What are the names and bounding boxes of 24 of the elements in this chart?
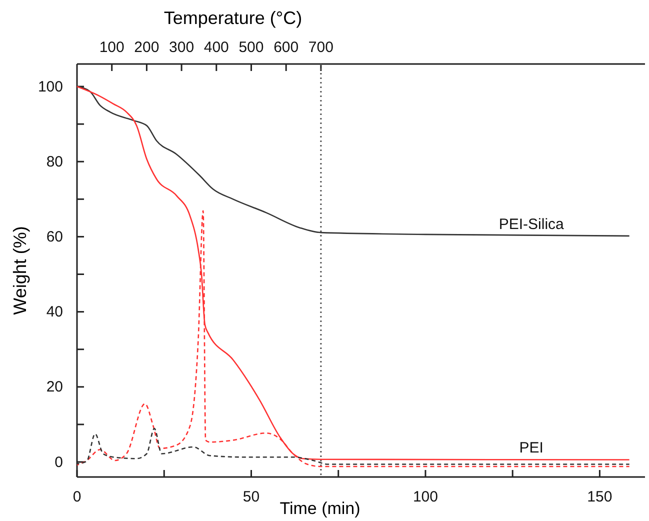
y-tick-label: 80	[46, 153, 63, 170]
x2-tick-label: 300	[169, 39, 194, 56]
x-tick-label: 100	[412, 488, 438, 506]
x-tick-label: 0	[72, 488, 82, 506]
x2-axis-title: Temperature (°C)	[164, 8, 302, 28]
x2-tick-label: 600	[274, 39, 299, 56]
y-tick-label: 40	[46, 304, 63, 321]
y-tick-label: 60	[46, 228, 63, 246]
x-axis-title: Time (min)	[280, 499, 360, 518]
x2-tick-label: 400	[204, 39, 229, 56]
y-tick-label: 0	[54, 454, 63, 471]
line-series	[76, 86, 630, 237]
x2-tick-label: 500	[238, 39, 264, 56]
x2-tick-label: 100	[99, 39, 124, 56]
y-tick-label: 20	[46, 378, 63, 396]
line-series	[76, 428, 630, 465]
x2-tick-label: 700	[308, 39, 334, 56]
y-axis-title: Weight (%)	[10, 226, 30, 315]
series-label: PEI	[519, 440, 544, 457]
x-tick-label: 150	[587, 488, 612, 506]
y-tick-label: 100	[38, 78, 63, 96]
x2-tick-label: 200	[134, 39, 160, 56]
x-tick-label: 50	[242, 488, 260, 506]
series-label: PEI-Silica	[498, 216, 565, 233]
